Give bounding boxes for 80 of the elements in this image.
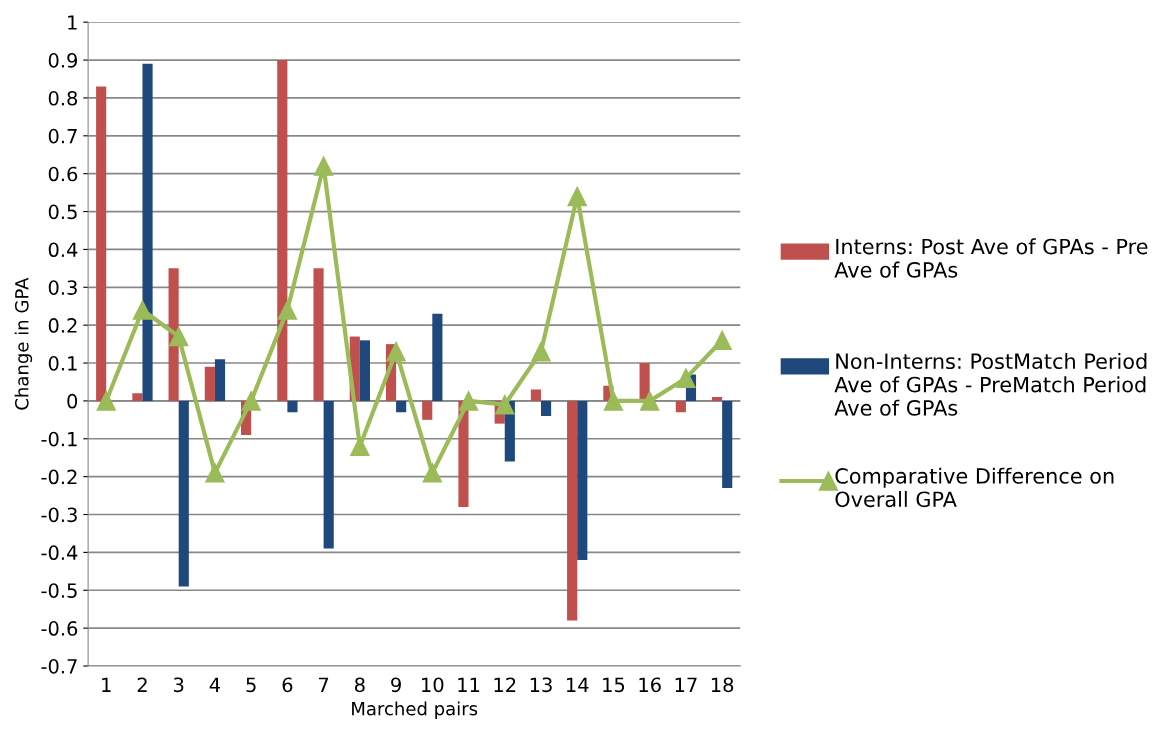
x-tick-label: 17 [675,677,697,692]
y-tick-label: 0.5 [48,204,77,220]
bar [722,400,733,489]
bar [567,400,578,621]
point [277,300,298,320]
y-tick-label: -0.6 [41,621,78,636]
y-tick-label: 0.8 [48,90,78,106]
point [712,330,732,351]
bar [422,400,433,420]
y-tick-label: -0.7 [41,658,77,674]
y-tick-label: 0.3 [48,280,77,295]
point [531,341,551,362]
x-tick-label: 18 [711,677,734,693]
x-axis-title: Marched pairs [352,701,478,719]
x-tick-label: 13 [530,677,552,693]
point [567,186,587,207]
point [168,326,189,347]
point [676,368,696,388]
y-tick-label: 0.7 [48,128,77,144]
point [603,391,624,411]
point [495,394,515,415]
point [132,300,153,320]
point [422,463,443,483]
bar [178,400,189,587]
x-tick-label: 15 [603,677,625,693]
bar [577,400,588,560]
bar [675,400,686,413]
point [458,391,479,411]
y-axis-title: Change in GPA [14,277,33,410]
y-tick-label: 0 [67,393,78,409]
point [639,391,660,411]
x-tick-label: 7 [319,677,329,692]
y-tick-label: -0.5 [41,583,77,598]
y-tick-label: 1 [68,15,77,30]
point [313,156,334,176]
bar [277,60,288,401]
y-tick-label: -0.1 [41,431,77,447]
x-tick-label: 11 [458,677,480,692]
x-tick-label: 5 [246,677,256,693]
bar [359,340,370,401]
bar [96,86,107,401]
x-tick-label: 6 [282,677,293,693]
x-tick-label: 12 [494,677,516,692]
bar [530,389,541,401]
bar [323,400,334,549]
bar [313,268,324,401]
y-tick-label: 0.4 [48,242,78,258]
x-tick-label: 8 [354,677,365,693]
bar [214,359,226,401]
bar [132,393,143,401]
y-tick-label: 0.2 [48,318,77,333]
bar [142,63,153,401]
x-tick-label: 3 [173,677,184,693]
bar [287,400,298,413]
y-tick-label: 0.9 [48,53,78,68]
x-tick-label: 2 [137,677,147,692]
x-tick-label: 4 [209,677,221,692]
point [241,391,261,411]
legend-label: Comparative Difference on Overall GPA [835,467,1114,508]
x-tick-label: 9 [391,677,401,693]
y-tick-label: -0.3 [41,507,77,523]
y-tick-label: 0.6 [48,166,78,182]
bar [396,400,407,413]
bar [540,400,552,417]
x-tick-label: 1 [102,677,111,692]
y-tick-label: -0.2 [41,469,77,485]
point [205,463,225,483]
legend-label: Non-Interns: PostMatch Period Ave of GPAs - PreMatch Period Ave of GPAs [834,352,1147,416]
y-tick-label: -0.4 [41,545,78,561]
x-tick-label: 10 [422,677,444,693]
x-tick-label: 14 [566,677,589,692]
point [350,436,370,457]
x-tick-label: 16 [639,677,661,693]
bar [204,366,215,401]
legend-label: Interns: Post Ave of GPAs - Pre Ave of GPAs [834,238,1148,278]
point [96,391,116,411]
bar [432,313,443,401]
point [386,341,406,362]
y-tick-label: 0.1 [48,355,77,371]
bar [711,397,723,401]
